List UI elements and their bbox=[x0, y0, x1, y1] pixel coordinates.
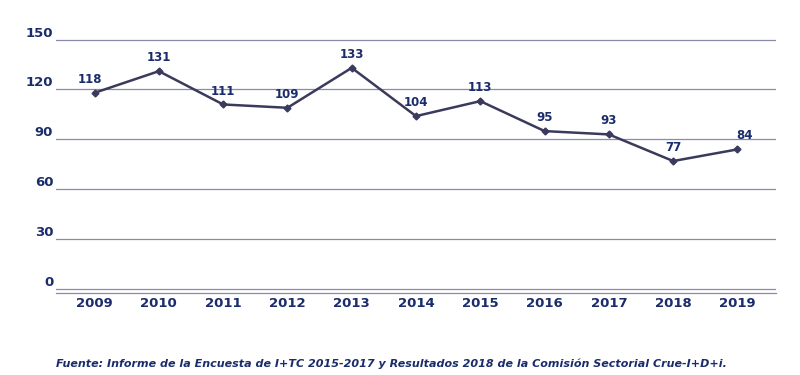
Text: Fuente: Informe de la Encuesta de I+TC 2015-2017 y Resultados 2018 de la Comisió: Fuente: Informe de la Encuesta de I+TC 2… bbox=[56, 359, 727, 369]
Text: 133: 133 bbox=[339, 48, 364, 61]
Text: 84: 84 bbox=[736, 129, 753, 142]
Text: 118: 118 bbox=[78, 73, 102, 86]
Text: 93: 93 bbox=[601, 114, 617, 128]
Text: 109: 109 bbox=[275, 88, 300, 101]
Text: 113: 113 bbox=[468, 81, 493, 94]
Text: 95: 95 bbox=[536, 111, 553, 124]
Text: 104: 104 bbox=[404, 96, 428, 109]
Text: 111: 111 bbox=[211, 84, 235, 98]
Text: 131: 131 bbox=[146, 51, 171, 64]
Text: 77: 77 bbox=[665, 141, 682, 154]
